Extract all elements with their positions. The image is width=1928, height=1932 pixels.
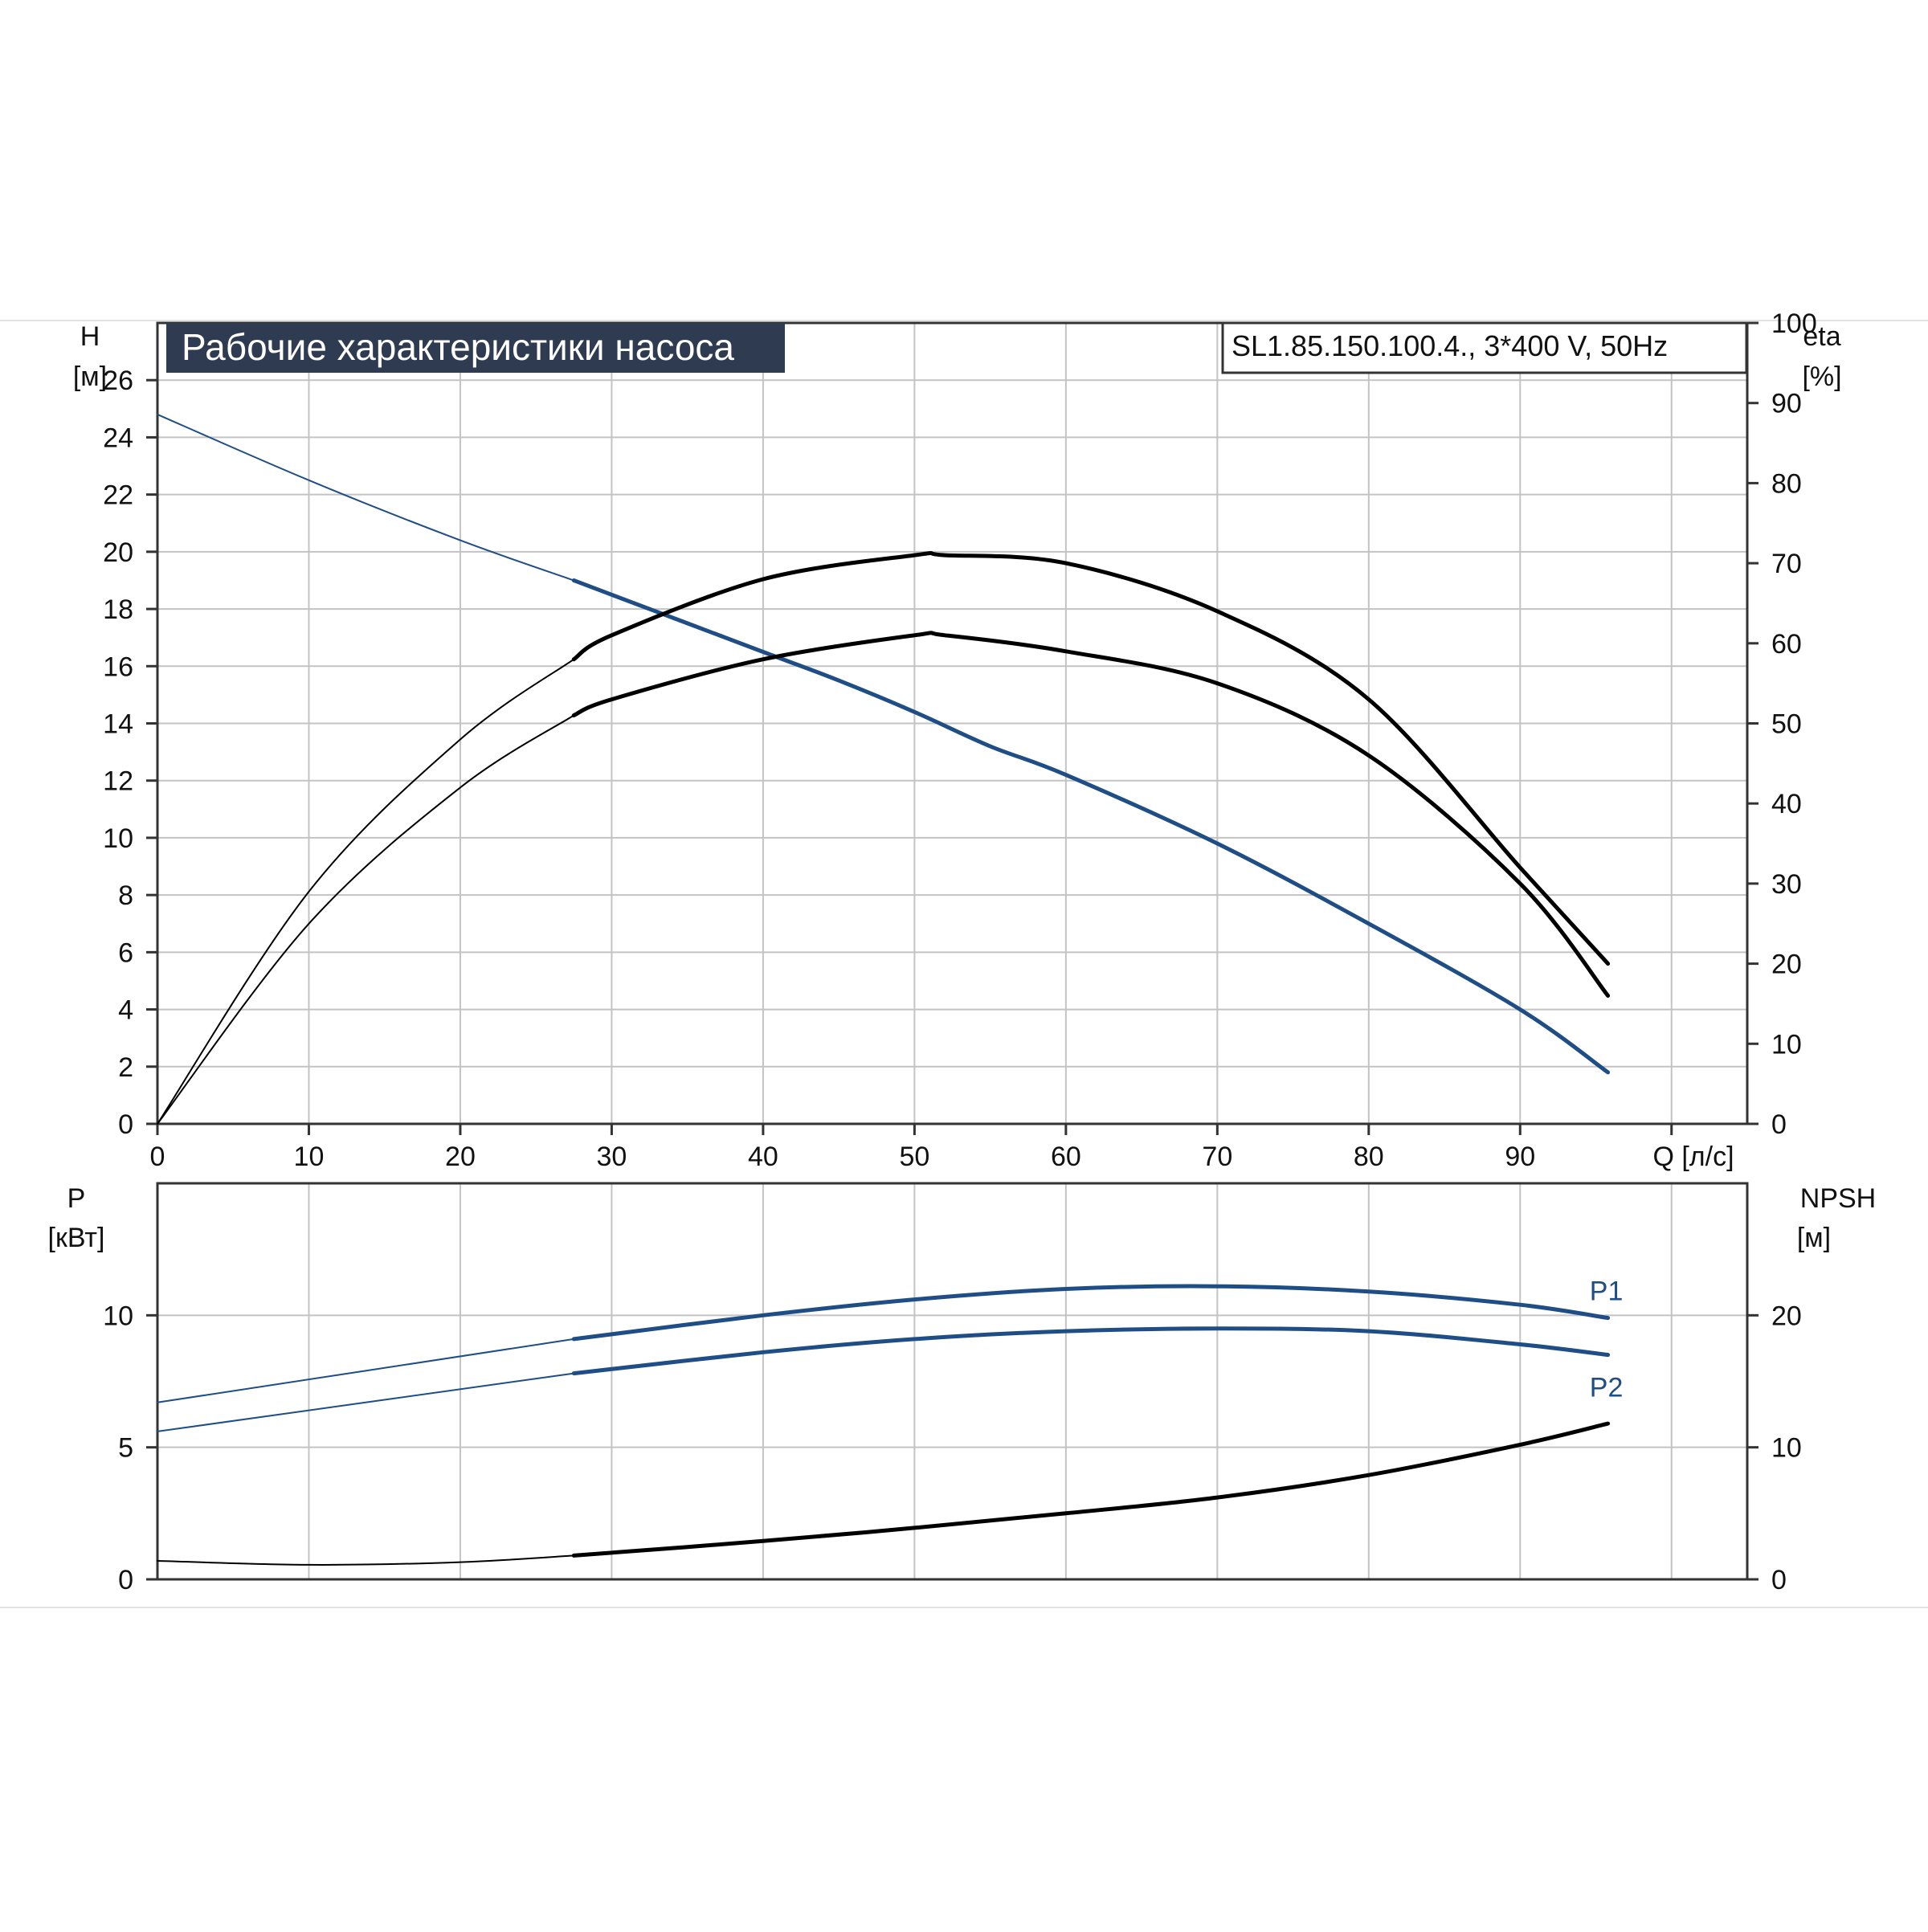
y-left-tick-label: 16	[103, 651, 133, 682]
chart-subtitle: SL1.85.150.100.4., 3*400 V, 50Hz	[1232, 329, 1668, 362]
y-right-tick-label: 0	[1771, 1109, 1787, 1140]
y-left-tick-label: 18	[103, 594, 133, 625]
y-left-tick-label: 24	[103, 423, 133, 453]
x-tick-label: 30	[597, 1142, 627, 1172]
series-1-2-line-bold	[571, 1421, 1611, 1558]
x-tick-label: 10	[294, 1142, 325, 1172]
y-right-axis-symbol: eta	[1803, 321, 1840, 352]
x-tick-label: 90	[1505, 1142, 1535, 1172]
series-1-0-line-thin	[157, 1338, 575, 1403]
y-left-axis-symbol: P	[67, 1183, 86, 1214]
y-right-tick-label: 90	[1771, 389, 1802, 419]
y-left-tick-label: 2	[118, 1052, 133, 1083]
y-right-tick-label: 40	[1771, 789, 1802, 819]
y-left-tick-label: 22	[103, 480, 133, 511]
chart-title-box	[166, 323, 785, 373]
x-tick-label: 50	[899, 1142, 929, 1172]
y-right-tick-label: 60	[1771, 629, 1802, 660]
x-tick-label: 0	[150, 1142, 165, 1172]
y-left-tick-label: 5	[118, 1433, 133, 1464]
plot-frame-bottom	[156, 1182, 1749, 1581]
y-right-tick-label: 10	[1771, 1029, 1802, 1060]
y-right-tick-label: 30	[1771, 869, 1802, 900]
series-label-p1: P1	[1590, 1276, 1624, 1307]
x-tick-label: 80	[1354, 1142, 1384, 1172]
x-tick-label: 60	[1051, 1142, 1081, 1172]
y-right-tick-label: 50	[1771, 709, 1802, 740]
series-0-2-line-thin	[157, 714, 575, 1125]
x-tick-label: 40	[748, 1142, 778, 1172]
series-1-1-line-bold	[571, 1326, 1611, 1376]
series-1-1-line-thin	[157, 1372, 575, 1432]
y-right-tick-label: 70	[1771, 549, 1802, 579]
y-right-axis-unit: [м]	[1797, 1223, 1831, 1253]
x-tick-label: 70	[1202, 1142, 1232, 1172]
y-right-axis-unit: [%]	[1802, 361, 1841, 392]
series-1-0-line-bold	[571, 1284, 1611, 1342]
y-left-tick-label: 20	[103, 537, 133, 568]
y-left-tick-label: 6	[118, 937, 133, 968]
chart-title: Рабочие характеристики насоса	[182, 326, 734, 368]
y-left-axis-symbol: H	[80, 321, 100, 352]
y-left-axis-unit: [м]	[73, 361, 107, 392]
y-left-tick-label: 0	[118, 1565, 133, 1595]
y-left-tick-label: 26	[103, 366, 133, 396]
series-0-0-line-thin	[157, 413, 575, 582]
y-left-tick-label: 10	[103, 1301, 133, 1331]
series-0-1-line-bold	[571, 550, 1611, 966]
y-left-axis-unit: [кВт]	[48, 1223, 105, 1253]
y-right-tick-label: 20	[1771, 1301, 1802, 1331]
series-1-2-line-thin	[157, 1554, 575, 1566]
y-left-tick-label: 14	[103, 709, 133, 740]
series-label-p2: P2	[1590, 1373, 1624, 1403]
y-right-tick-label: 0	[1771, 1565, 1787, 1595]
y-right-axis-symbol: NPSH	[1800, 1183, 1876, 1214]
y-left-tick-label: 8	[118, 880, 133, 911]
x-axis-label: Q [л/с]	[1652, 1142, 1734, 1172]
y-right-tick-label: 80	[1771, 468, 1802, 499]
model-box	[1221, 321, 1748, 374]
y-right-tick-label: 20	[1771, 950, 1802, 980]
y-right-tick-label: 10	[1771, 1433, 1802, 1464]
series-0-2-line-bold	[571, 631, 1611, 998]
y-left-tick-label: 12	[103, 766, 133, 797]
series-0-0-line-bold	[571, 578, 1611, 1075]
series-0-1-line-thin	[157, 658, 575, 1125]
y-left-tick-label: 0	[118, 1109, 133, 1140]
y-left-tick-label: 10	[103, 823, 133, 854]
x-tick-label: 20	[445, 1142, 476, 1172]
y-left-tick-label: 4	[118, 995, 133, 1026]
y-right-tick-label: 100	[1771, 308, 1817, 339]
